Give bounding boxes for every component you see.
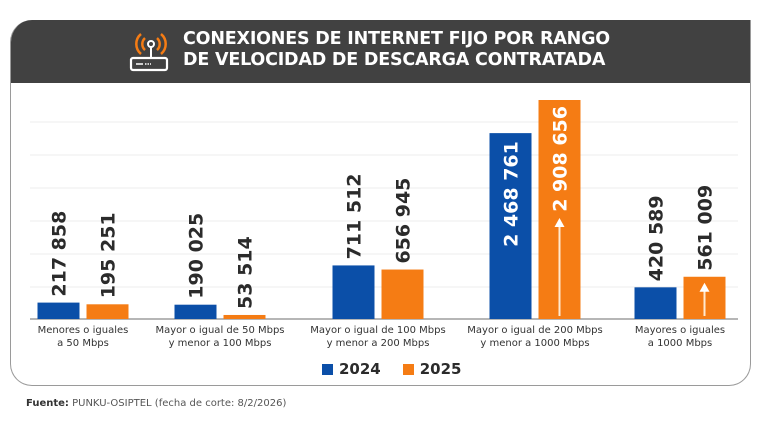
category-label: y menor a 200 Mbps: [327, 338, 430, 349]
data-label: 217 858: [49, 211, 71, 297]
bar-2024-2: [332, 265, 375, 319]
category-label: Mayores o iguales: [635, 325, 725, 336]
category-label: Mayor o igual de 100 Mbps: [310, 325, 445, 336]
chart-title: CONEXIONES DE INTERNET FIJO POR RANGO DE…: [183, 29, 610, 71]
legend-swatch-2024: [322, 363, 333, 375]
data-label: 190 025: [186, 213, 208, 299]
chart-title-line2: DE VELOCIDAD DE DESCARGA CONTRATADA: [183, 50, 606, 70]
category-label: a 1000 Mbps: [648, 338, 712, 349]
category-label: a 50 Mbps: [57, 338, 109, 349]
data-label: 2 908 656: [550, 106, 572, 212]
router-wifi-icon: [129, 33, 169, 72]
growth-arrow-head-icon: [699, 282, 710, 292]
source-prefix: Fuente:: [26, 398, 69, 409]
legend: 2024 2025: [322, 360, 462, 378]
legend-item-2025: 2025: [402, 360, 462, 378]
data-label: 420 589: [646, 195, 668, 281]
data-label: 561 009: [695, 185, 717, 271]
category-label: y menor a 1000 Mbps: [480, 338, 589, 349]
bar-2025-2: [381, 269, 424, 319]
chart-title-line1: CONEXIONES DE INTERNET FIJO POR RANGO: [183, 29, 610, 49]
category-label: Menores o iguales: [38, 325, 129, 336]
bar-2024-3: [489, 133, 532, 319]
data-label: 656 945: [393, 178, 415, 264]
source-note: Fuente: PUNKU-OSIPTEL (fecha de corte: 8…: [26, 398, 286, 409]
data-label: 195 251: [98, 212, 120, 298]
category-label: Mayor o igual de 200 Mbps: [467, 325, 602, 336]
chart-header: CONEXIONES DE INTERNET FIJO POR RANGO DE…: [11, 20, 750, 83]
source-text: PUNKU-OSIPTEL (fecha de corte: 8/2/2026): [68, 398, 287, 409]
bar-2025-1: [223, 314, 266, 319]
data-label: 711 512: [344, 173, 366, 259]
data-label: 53 514: [235, 236, 257, 309]
bar-2024-0: [37, 302, 80, 319]
bar-2024-4: [634, 287, 677, 319]
growth-arrow-head-icon: [554, 218, 565, 227]
legend-label-2025: 2025: [419, 360, 462, 378]
category-label: y menor a 100 Mbps: [169, 338, 272, 349]
bar-2025-0: [86, 304, 129, 319]
bar-2024-1: [174, 304, 217, 319]
chart-card: CONEXIONES DE INTERNET FIJO POR RANGO DE…: [10, 20, 751, 386]
legend-label-2024: 2024: [339, 360, 381, 378]
legend-swatch-2025: [402, 363, 414, 375]
category-label: Mayor o igual de 50 Mbps: [155, 325, 284, 336]
legend-item-2024: 2024: [322, 360, 381, 378]
data-label: 2 468 761: [501, 141, 523, 247]
